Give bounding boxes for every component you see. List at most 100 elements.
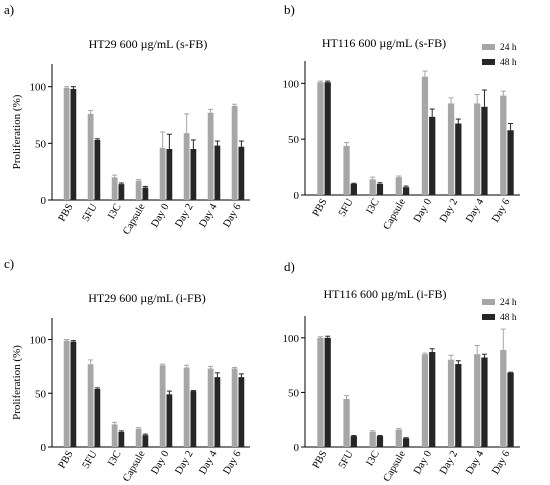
x-tick-label: Capsule xyxy=(382,449,409,484)
x-tick-label: Day 4 xyxy=(464,196,487,224)
bar-24h-pbs xyxy=(317,82,324,195)
bar-24h-day-6 xyxy=(231,368,238,447)
bar-48h-day-4 xyxy=(214,377,221,447)
bar-48h-day-6 xyxy=(238,146,245,200)
bar-48h-day-6 xyxy=(238,377,245,447)
x-tick-label: I3C xyxy=(365,197,382,216)
bar-24h-pbs xyxy=(63,87,70,200)
y-tick-label: 100 xyxy=(283,78,300,90)
panel-label: d) xyxy=(284,259,295,274)
legend-label: 24 h xyxy=(500,298,517,308)
bar-48h-capsule xyxy=(402,438,410,447)
bar-48h-pbs xyxy=(70,88,77,200)
bar-48h-5fu xyxy=(350,436,357,447)
bar-48h-i3c xyxy=(376,183,384,195)
x-tick-label: I3C xyxy=(365,449,382,468)
bar-24h-pbs xyxy=(317,337,324,447)
bar-24h-day-6 xyxy=(231,105,238,200)
bar-48h-capsule xyxy=(142,435,149,447)
x-tick-label: Day 0 xyxy=(412,449,434,476)
bar-24h-day-0 xyxy=(159,365,166,447)
bar-24h-day-4 xyxy=(207,368,214,447)
bar-24h-day-2 xyxy=(447,359,455,447)
y-axis-label: Proliferation (%) xyxy=(11,94,23,169)
bar-48h-day-2 xyxy=(455,364,462,447)
bar-48h-5fu xyxy=(94,139,101,200)
bar-24h-capsule xyxy=(395,177,402,195)
x-tick-label: 5FU xyxy=(81,202,100,224)
x-tick-label: Capsule xyxy=(121,202,148,237)
bar-24h-i3c xyxy=(111,177,118,200)
bar-24h-capsule xyxy=(135,428,142,447)
bar-48h-5fu xyxy=(94,388,101,447)
x-tick-label: PBS xyxy=(311,449,330,471)
bar-24h-pbs xyxy=(63,340,70,447)
bar-24h-i3c xyxy=(111,424,118,447)
x-tick-label: Day 6 xyxy=(221,202,243,229)
x-tick-label: Day 2 xyxy=(173,449,195,476)
chart-title: HT29 600 µg/mL (s-FB) xyxy=(89,37,208,51)
bar-24h-i3c xyxy=(369,179,376,195)
bar-24h-day-0 xyxy=(421,354,429,447)
bar-48h-day-4 xyxy=(214,145,221,200)
bar-24h-day-4 xyxy=(207,112,214,200)
legend-label: 48 h xyxy=(500,58,517,68)
chart-title: HT29 600 µg/mL (i-FB) xyxy=(88,291,205,305)
y-tick-label: 50 xyxy=(288,387,300,399)
x-tick-label: Capsule xyxy=(382,197,409,232)
y-tick-label: 50 xyxy=(288,134,300,146)
bar-24h-5fu xyxy=(343,398,350,447)
bar-24h-day-4 xyxy=(474,354,481,447)
x-tick-label: PBS xyxy=(57,449,76,471)
x-tick-label: Day 6 xyxy=(490,449,512,476)
x-tick-label: Day 6 xyxy=(490,197,512,224)
legend-label: 48 h xyxy=(500,313,517,323)
bar-48h-day-0 xyxy=(166,394,173,447)
chart-panel-4: d) HT116 600 µg/mL (i-FB) 0 50 100 PBS 5FU I3C C… xyxy=(283,259,520,484)
bar-48h-day-2 xyxy=(455,123,462,195)
bar-48h-capsule xyxy=(142,187,149,200)
bar-24h-day-0 xyxy=(159,147,166,200)
x-tick-label: Day 2 xyxy=(438,449,460,476)
bar-24h-capsule xyxy=(135,180,142,200)
chart-title: HT116 600 µg/mL (s-FB) xyxy=(322,36,446,50)
bar-24h-day-2 xyxy=(447,103,455,195)
bar-48h-day-4 xyxy=(481,106,488,195)
x-tick-label: Day 2 xyxy=(173,202,195,229)
x-tick-label: Day 0 xyxy=(412,197,434,224)
x-tick-label: Day 0 xyxy=(149,202,171,229)
x-tick-label: 5FU xyxy=(337,449,356,471)
bar-24h-day-6 xyxy=(500,95,507,195)
chart-panel-3: c) HT29 600 µg/mL (i-FB) Proliferation (%)… xyxy=(4,256,250,484)
y-tick-label: 50 xyxy=(35,388,47,400)
bar-48h-i3c xyxy=(118,184,125,200)
chart-title: HT116 600 µg/mL (i-FB) xyxy=(323,287,446,301)
x-tick-label: Day 4 xyxy=(464,448,487,476)
bar-48h-pbs xyxy=(70,341,77,447)
bar-48h-capsule xyxy=(402,187,410,195)
bar-48h-5fu xyxy=(350,183,357,195)
y-tick-label: 50 xyxy=(35,138,47,150)
bar-24h-day-6 xyxy=(500,349,507,447)
bar-48h-pbs xyxy=(324,337,331,447)
bar-24h-5fu xyxy=(87,113,94,200)
x-tick-label: I3C xyxy=(106,202,123,221)
bar-24h-day-4 xyxy=(474,103,481,195)
bar-24h-5fu xyxy=(87,364,94,447)
bar-48h-day-0 xyxy=(429,116,436,195)
x-tick-label: I3C xyxy=(106,449,123,468)
bar-24h-capsule xyxy=(395,429,402,447)
bar-48h-day-6 xyxy=(507,130,514,195)
bar-24h-day-2 xyxy=(183,367,190,447)
y-tick-label: 0 xyxy=(294,190,300,202)
panel-label: a) xyxy=(4,2,14,17)
bar-48h-i3c xyxy=(118,431,125,447)
bar-48h-day-2 xyxy=(190,149,197,200)
panel-label: b) xyxy=(284,2,295,17)
y-tick-label: 100 xyxy=(30,82,47,94)
bar-48h-pbs xyxy=(324,82,331,195)
x-tick-label: Day 2 xyxy=(438,197,460,224)
y-tick-label: 100 xyxy=(283,333,300,345)
chart-panel-1: a) HT29 600 µg/mL (s-FB) Proliferation (%)… xyxy=(4,2,250,237)
